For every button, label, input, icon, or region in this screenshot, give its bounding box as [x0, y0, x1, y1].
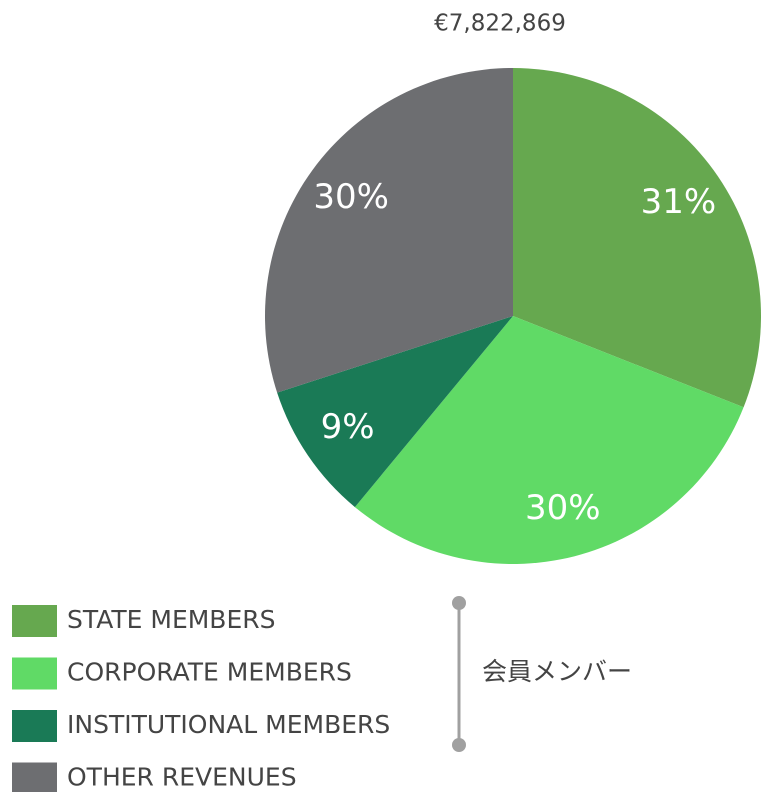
pie-slice	[264, 68, 513, 393]
legend-label: INSTITUTIONAL MEMBERS	[67, 710, 390, 739]
legend-swatch	[12, 762, 57, 792]
annotation: 会員メンバー	[482, 657, 632, 686]
legend-swatch	[12, 605, 57, 637]
chart-title: €7,822,869	[434, 11, 566, 37]
data-label: 9%	[321, 407, 375, 447]
bracket-dot	[452, 596, 466, 610]
legend-swatch	[12, 657, 57, 690]
legend-label: CORPORATE MEMBERS	[67, 658, 352, 687]
legend-swatch	[12, 710, 57, 742]
data-label: 31%	[641, 182, 717, 222]
pie-slice	[513, 68, 761, 408]
legend-label: OTHER REVENUES	[67, 763, 297, 792]
bracket-dot	[452, 738, 466, 752]
pie-slice	[277, 316, 513, 508]
data-label: 30%	[525, 488, 601, 528]
legend-label: STATE MEMBERS	[67, 605, 276, 634]
data-label: 30%	[313, 177, 389, 217]
pie-slice	[354, 316, 744, 564]
